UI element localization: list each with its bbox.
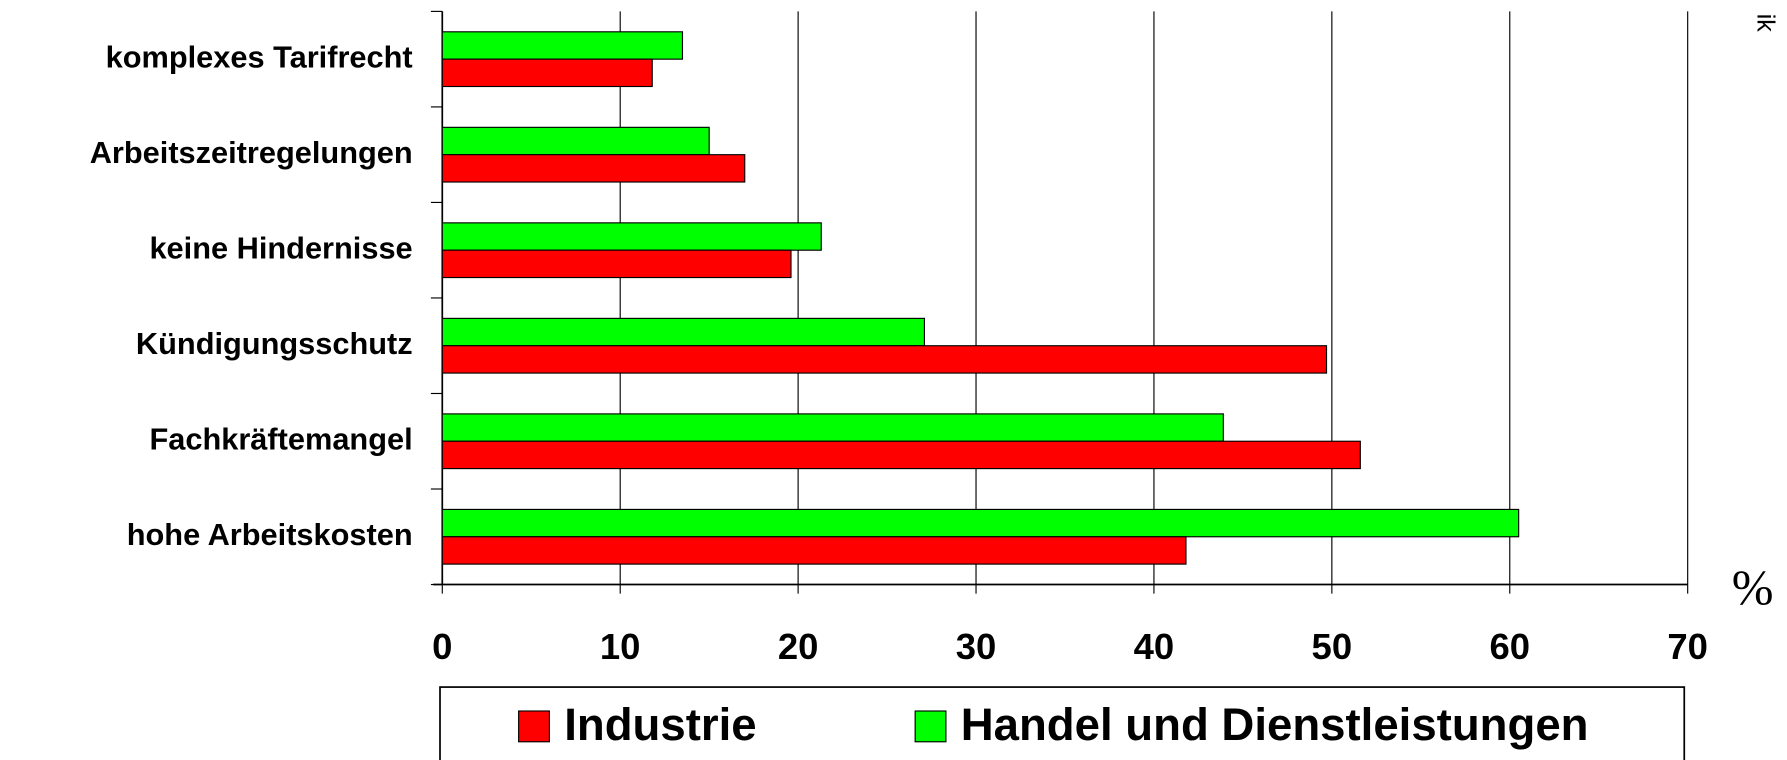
y-tick-label: hohe Arbeitskosten	[127, 517, 413, 552]
x-tick-label: 30	[956, 626, 997, 667]
x-tick-label: 40	[1134, 626, 1175, 667]
x-tick-label: 50	[1312, 626, 1353, 667]
y-tick-label: Kündigungsschutz	[136, 326, 413, 361]
legend-box	[439, 686, 1686, 760]
legend-swatch	[914, 710, 947, 743]
legend-swatch	[518, 710, 550, 743]
bar	[441, 154, 746, 183]
bar	[441, 508, 1520, 538]
bar	[441, 317, 926, 347]
y-tick-label: Fachkräftemangel	[149, 421, 412, 456]
bar	[441, 249, 792, 279]
x-tick-label: 70	[1667, 626, 1708, 667]
bar	[441, 222, 822, 251]
bar	[441, 126, 710, 156]
x-tick-label: 0	[432, 626, 452, 667]
bar	[441, 58, 653, 88]
legend-label: Industrie	[564, 699, 756, 750]
x-tick-label: 60	[1489, 626, 1530, 667]
y-tick-label: keine Hindernisse	[149, 230, 412, 265]
annotation: ik	[1751, 14, 1779, 33]
bar	[441, 31, 684, 60]
bar	[441, 536, 1187, 565]
y-tick-label: Arbeitszeitregelungen	[90, 135, 413, 170]
x-axis-label: %	[1732, 559, 1774, 615]
x-tick-label: 10	[600, 626, 641, 667]
bar	[441, 440, 1361, 470]
y-tick-label: komplexes Tarifrecht	[106, 39, 413, 74]
bar	[441, 413, 1224, 442]
legend-label: Handel und Dienstleistungen	[961, 699, 1589, 750]
bar	[441, 345, 1328, 374]
x-tick-label: 20	[778, 626, 819, 667]
